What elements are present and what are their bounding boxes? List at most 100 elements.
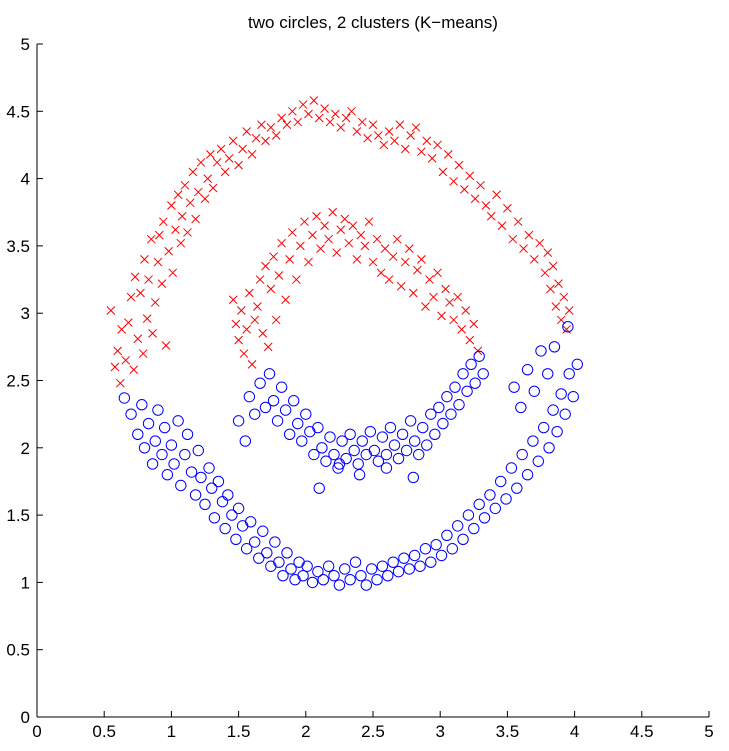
data-point-o-marker [249,408,261,420]
data-point-o-marker [320,455,332,467]
data-point-x-marker [390,136,399,146]
data-point-o-marker [271,415,284,427]
data-point-x-marker [188,167,198,177]
data-point-x-marker [238,144,247,154]
data-point-o-marker [312,565,324,578]
data-point-o-marker [261,547,273,559]
data-point-o-marker [283,428,296,441]
data-point-x-marker [288,228,297,237]
data-point-x-marker [320,221,329,231]
data-point-o-marker [240,543,253,555]
data-point-o-marker [344,428,356,441]
data-point-o-marker [527,435,539,447]
data-point-o-marker [308,448,320,461]
data-point-x-marker [411,123,421,132]
data-point-x-marker [438,167,448,177]
data-point-x-marker [138,349,148,358]
data-point-x-marker [244,288,254,298]
data-point-x-marker [296,241,305,251]
data-point-x-marker [274,271,284,280]
data-point-x-marker [559,292,569,302]
data-point-x-marker [384,275,394,284]
data-point-o-marker [433,401,445,414]
data-point-x-marker [167,201,176,210]
y-tick-label: 3 [21,304,30,323]
data-point-x-marker [161,341,171,350]
data-point-o-marker [562,320,574,333]
data-point-o-marker [277,569,289,582]
data-point-o-marker [469,377,481,389]
data-point-o-marker [344,574,356,586]
data-point-x-marker [242,324,252,334]
data-point-x-marker [445,298,454,307]
data-point-o-marker [484,489,496,501]
data-point-o-marker [293,556,305,568]
data-point-x-marker [396,281,406,291]
y-tick-label: 3.5 [6,237,30,256]
data-point-o-marker [382,569,394,582]
data-point-o-marker [352,458,364,470]
y-tick-label: 4 [21,170,30,189]
data-point-o-marker [158,421,171,434]
data-point-o-marker [304,425,316,438]
data-point-x-marker [304,257,313,267]
data-point-o-marker [189,489,202,501]
data-point-o-marker [489,502,502,515]
data-point-x-marker [433,268,442,278]
data-point-x-marker [554,279,563,288]
data-point-x-marker [380,244,390,253]
data-point-x-marker [234,160,243,170]
data-point-x-marker [341,113,351,123]
data-point-o-marker [535,345,547,357]
data-point-x-marker [469,319,479,329]
data-point-o-marker [516,448,528,461]
y-tick-label: 2 [21,439,30,458]
data-point-x-marker [164,246,174,256]
data-point-o-marker [368,444,381,457]
data-point-x-marker [406,131,415,140]
data-point-x-marker [200,194,210,204]
data-point-o-marker [414,560,426,572]
data-point-x-marker [332,248,342,257]
data-point-x-marker [461,306,471,315]
data-point-x-marker [309,96,319,105]
data-point-x-marker [316,244,325,253]
data-point-x-marker [183,228,192,237]
data-point-o-marker [542,368,554,380]
data-point-x-marker [425,275,434,284]
data-point-o-marker [547,404,559,416]
data-point-o-marker [279,404,292,416]
data-point-o-marker [360,448,372,461]
data-point-o-marker [457,533,469,546]
data-point-x-marker [146,234,156,244]
data-point-o-marker [275,381,288,393]
data-point-o-marker [429,428,441,441]
data-point-o-marker [232,502,245,515]
data-point-o-marker [400,444,413,457]
data-point-o-marker [430,539,442,551]
data-point-o-marker [216,495,229,508]
data-point-x-marker [564,306,574,315]
data-point-o-marker [551,425,563,438]
data-point-o-marker [312,421,324,434]
data-point-x-marker [231,319,241,329]
data-point-o-marker [118,392,131,404]
data-point-o-marker [254,377,266,389]
x-tick-label: 3.5 [496,722,520,741]
data-point-x-marker [400,257,410,267]
cluster-1-points [106,96,574,388]
data-point-x-marker [212,158,222,167]
data-point-x-marker [261,261,270,271]
data-point-x-marker [129,365,139,375]
data-point-o-marker [532,455,545,467]
y-tick-label: 0.5 [6,641,30,660]
data-point-o-marker [543,442,555,454]
data-point-x-marker [325,117,335,127]
data-point-o-marker [136,399,148,411]
data-point-o-marker [199,498,211,511]
data-point-o-marker [165,439,178,451]
data-point-x-marker [110,362,120,372]
data-point-x-marker [513,217,523,227]
data-point-o-marker [567,390,579,403]
